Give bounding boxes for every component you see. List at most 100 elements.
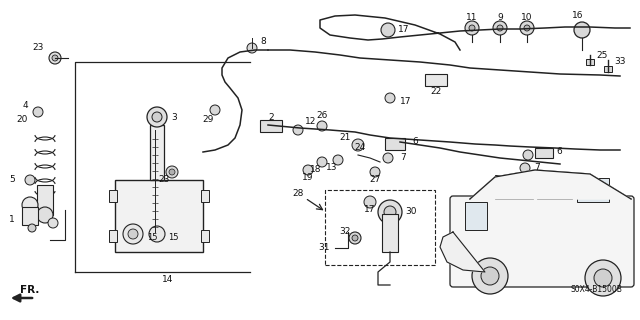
Circle shape xyxy=(481,267,499,285)
Circle shape xyxy=(303,165,313,175)
Bar xyxy=(109,230,117,242)
Text: 23: 23 xyxy=(32,44,44,52)
Text: 15: 15 xyxy=(168,234,179,243)
Text: 30: 30 xyxy=(405,207,417,217)
Bar xyxy=(201,190,209,202)
Text: FR.: FR. xyxy=(20,285,40,295)
Text: 15: 15 xyxy=(147,234,157,243)
Bar xyxy=(382,214,398,252)
Circle shape xyxy=(48,218,58,228)
Bar xyxy=(577,178,609,202)
Text: 7: 7 xyxy=(400,154,406,163)
Text: 20: 20 xyxy=(17,116,28,124)
Bar xyxy=(425,74,447,86)
Circle shape xyxy=(352,139,364,151)
Text: 32: 32 xyxy=(339,228,351,236)
Circle shape xyxy=(166,166,178,178)
Bar xyxy=(604,66,612,72)
Text: 17: 17 xyxy=(398,26,410,35)
Text: 16: 16 xyxy=(572,12,584,20)
Text: S0X4-B1500B: S0X4-B1500B xyxy=(570,285,622,294)
Circle shape xyxy=(37,207,53,223)
Circle shape xyxy=(370,167,380,177)
Circle shape xyxy=(594,269,612,287)
Text: 4: 4 xyxy=(22,100,28,109)
Bar xyxy=(537,175,572,199)
Text: 3: 3 xyxy=(171,113,177,122)
Text: 31: 31 xyxy=(319,244,330,252)
Circle shape xyxy=(520,21,534,35)
Text: 25: 25 xyxy=(596,52,607,60)
Text: 27: 27 xyxy=(369,175,381,185)
Circle shape xyxy=(520,163,530,173)
Circle shape xyxy=(364,196,376,208)
Circle shape xyxy=(28,224,36,232)
Bar xyxy=(586,59,594,65)
Circle shape xyxy=(149,226,165,242)
Circle shape xyxy=(465,21,479,35)
Bar xyxy=(325,190,435,265)
FancyBboxPatch shape xyxy=(450,196,634,287)
Circle shape xyxy=(317,121,327,131)
Text: 6: 6 xyxy=(556,148,562,156)
Circle shape xyxy=(523,150,533,160)
Circle shape xyxy=(33,107,43,117)
Text: 28: 28 xyxy=(292,189,304,198)
Circle shape xyxy=(333,155,343,165)
Circle shape xyxy=(381,23,395,37)
Text: 1: 1 xyxy=(9,215,15,225)
Circle shape xyxy=(383,153,393,163)
Circle shape xyxy=(22,197,38,213)
Circle shape xyxy=(52,55,58,61)
Circle shape xyxy=(378,200,402,224)
Bar xyxy=(201,230,209,242)
Circle shape xyxy=(123,224,143,244)
Circle shape xyxy=(384,206,396,218)
Circle shape xyxy=(293,125,303,135)
Circle shape xyxy=(469,25,475,31)
Circle shape xyxy=(317,157,327,167)
Bar xyxy=(109,190,117,202)
Circle shape xyxy=(147,107,167,127)
Circle shape xyxy=(169,169,175,175)
Bar xyxy=(150,125,164,180)
Text: 9: 9 xyxy=(497,13,503,22)
Text: 18: 18 xyxy=(310,165,322,174)
Text: 11: 11 xyxy=(467,13,477,22)
Text: 10: 10 xyxy=(521,13,532,22)
Circle shape xyxy=(49,52,61,64)
Text: 17: 17 xyxy=(364,205,376,214)
Circle shape xyxy=(352,235,358,241)
Bar xyxy=(495,175,533,199)
Text: 7: 7 xyxy=(534,164,540,172)
Bar xyxy=(465,202,487,230)
Text: 19: 19 xyxy=(302,173,314,182)
Circle shape xyxy=(574,22,590,38)
Text: 17: 17 xyxy=(400,98,412,107)
Circle shape xyxy=(585,260,621,296)
Text: 29: 29 xyxy=(202,116,214,124)
Text: 22: 22 xyxy=(430,87,442,97)
Text: 33: 33 xyxy=(614,58,625,67)
Text: 8: 8 xyxy=(260,37,266,46)
Text: 23: 23 xyxy=(158,175,170,185)
Text: 5: 5 xyxy=(9,175,15,185)
Circle shape xyxy=(247,43,257,53)
Circle shape xyxy=(128,229,138,239)
Bar xyxy=(22,207,38,225)
Circle shape xyxy=(524,25,530,31)
Circle shape xyxy=(385,93,395,103)
Text: 2: 2 xyxy=(268,114,274,123)
Text: 26: 26 xyxy=(316,111,328,121)
Circle shape xyxy=(472,258,508,294)
Bar xyxy=(115,180,203,252)
Polygon shape xyxy=(440,232,485,272)
Circle shape xyxy=(349,232,361,244)
Text: 24: 24 xyxy=(355,143,365,153)
Text: 12: 12 xyxy=(305,117,316,126)
Text: 13: 13 xyxy=(326,164,338,172)
Bar xyxy=(535,148,553,158)
Circle shape xyxy=(210,105,220,115)
Text: 21: 21 xyxy=(339,133,351,142)
Circle shape xyxy=(25,175,35,185)
